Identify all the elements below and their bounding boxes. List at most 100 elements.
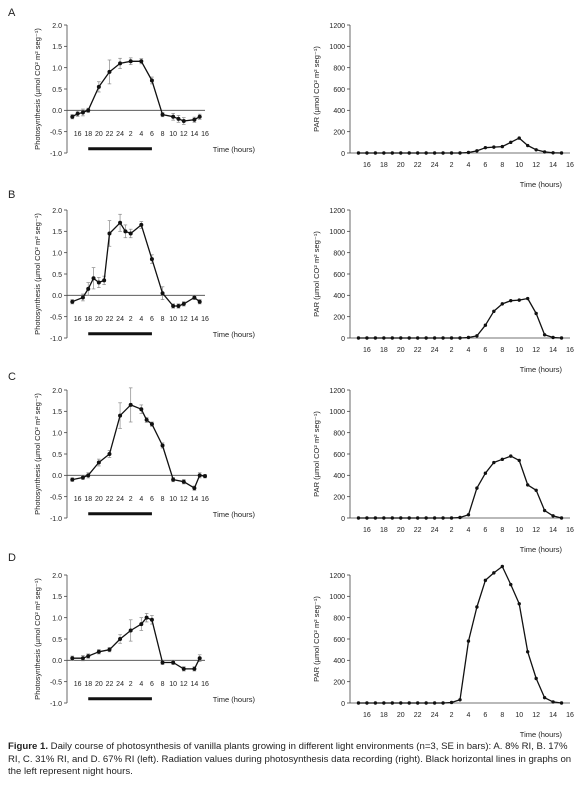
data-point-A-left bbox=[118, 61, 123, 66]
data-point-B-left bbox=[192, 295, 197, 300]
data-point-D-left bbox=[86, 654, 91, 659]
data-point-B-right bbox=[356, 336, 361, 340]
x-tick-label-D-right: 4 bbox=[467, 712, 471, 719]
data-point-B-right bbox=[424, 336, 428, 340]
x-tick-label-A-right: 20 bbox=[397, 162, 405, 169]
x-tick-label-A-right: 6 bbox=[483, 162, 487, 169]
data-point-D-left bbox=[197, 656, 202, 661]
data-point-B-left bbox=[102, 278, 107, 283]
x-tick-label-A-left: 16 bbox=[74, 131, 82, 138]
y-tick-label-B-left: 1.0 bbox=[52, 250, 62, 257]
data-point-C-right bbox=[424, 516, 428, 520]
data-point-B-left bbox=[70, 299, 75, 304]
data-point-C-left bbox=[86, 473, 91, 478]
data-point-D-right bbox=[475, 605, 479, 609]
x-tick-label-D-right: 6 bbox=[483, 712, 487, 719]
data-point-A-right bbox=[424, 151, 428, 155]
data-point-C-right bbox=[432, 516, 437, 520]
x-tick-label-A-left: 20 bbox=[95, 131, 103, 138]
data-point-B-right bbox=[415, 336, 420, 340]
data-point-D-right bbox=[458, 698, 462, 702]
data-point-D-right bbox=[534, 676, 538, 681]
y-axis-title-D-right: PAR (µmol CO² m² seg⁻¹) bbox=[312, 596, 321, 682]
x-tick-label-D-right: 20 bbox=[397, 712, 405, 719]
data-point-C-right bbox=[365, 516, 369, 520]
data-point-B-left bbox=[176, 304, 181, 308]
data-point-B-right bbox=[466, 335, 471, 340]
y-tick-label-C-right: 800 bbox=[333, 430, 345, 437]
y-tick-label-A-left: 2.0 bbox=[52, 23, 62, 30]
data-point-C-left bbox=[70, 477, 75, 482]
x-tick-label-B-right: 18 bbox=[380, 347, 388, 354]
y-tick-label-B-right: 800 bbox=[333, 250, 345, 257]
data-point-C-right bbox=[559, 516, 564, 520]
x-tick-label-C-left: 4 bbox=[139, 496, 143, 503]
data-point-C-right bbox=[466, 513, 471, 517]
y-tick-label-B-right: 0 bbox=[341, 336, 345, 343]
data-point-C-left bbox=[160, 443, 165, 448]
y-tick-label-D-right: 800 bbox=[333, 615, 345, 622]
data-point-C-left bbox=[80, 475, 85, 480]
data-point-B-right bbox=[542, 333, 547, 337]
data-point-B-left bbox=[91, 276, 96, 281]
x-tick-label-B-right: 16 bbox=[566, 347, 574, 354]
y-tick-label-C-right: 1000 bbox=[329, 409, 345, 416]
data-point-B-right bbox=[382, 336, 386, 340]
x-tick-label-B-right: 16 bbox=[363, 347, 371, 354]
y-axis-title-C-left: Photosynthesis (µmol CO² m² seg⁻¹) bbox=[33, 393, 42, 515]
figure-canvas: A2.01.51.00.50.0-0.5-1.016 18 20 22 24 2 4 6 8 10… bbox=[8, 7, 574, 739]
x-tick-label-D-right: 10 bbox=[515, 712, 523, 719]
y-tick-label-D-right: 400 bbox=[333, 658, 345, 665]
data-point-C-right bbox=[441, 516, 445, 520]
x-tick-label-D-right: 24 bbox=[431, 712, 439, 719]
x-tick-label-C-left: 6 bbox=[150, 496, 154, 503]
data-point-A-left bbox=[160, 112, 165, 117]
y-tick-label-D-left: -1.0 bbox=[50, 701, 62, 708]
data-point-D-left bbox=[118, 637, 123, 641]
panel-letter-D: D bbox=[8, 552, 16, 564]
y-tick-label-B-left: -1.0 bbox=[50, 336, 62, 343]
x-tick-label-D-right: 12 bbox=[532, 712, 540, 719]
data-point-C-left bbox=[107, 452, 112, 456]
data-point-D-right bbox=[432, 701, 437, 705]
data-point-A-right bbox=[517, 136, 521, 140]
data-point-A-right bbox=[373, 151, 378, 155]
y-tick-label-D-right: 600 bbox=[333, 637, 345, 644]
series-line-C-left bbox=[72, 404, 206, 489]
data-point-C-right bbox=[458, 515, 462, 520]
data-point-B-right bbox=[441, 336, 445, 340]
series-line-A-left bbox=[71, 60, 201, 122]
y-axis-title-B-right: PAR (µmol CO² m² seg⁻¹) bbox=[312, 231, 321, 317]
x-axis-title-B-right: Time (hours) bbox=[520, 365, 563, 374]
data-point-D-right bbox=[500, 564, 505, 569]
x-tick-label-A-right: 24 bbox=[431, 162, 439, 169]
x-tick-label-C-left: 20 bbox=[95, 496, 103, 503]
x-axis-title-D-right: Time (hours) bbox=[520, 730, 563, 739]
x-tick-label-D-right: 2 bbox=[450, 712, 454, 719]
y-tick-label-B-right: 1000 bbox=[329, 229, 345, 236]
y-tick-label-A-right: 600 bbox=[333, 87, 345, 94]
data-point-C-left bbox=[181, 479, 186, 484]
x-tick-label-C-right: 14 bbox=[549, 527, 557, 534]
x-tick-label-D-left: 24 bbox=[116, 681, 124, 688]
y-axis-title-A-right: PAR (µmol CO² m² seg⁻¹) bbox=[312, 46, 321, 132]
y-axis-title-A-left: Photosynthesis (µmol CO² m² seg⁻¹) bbox=[33, 28, 42, 150]
x-tick-label-D-left: 14 bbox=[190, 681, 198, 688]
y-tick-label-D-right: 0 bbox=[341, 701, 345, 708]
data-point-B-right bbox=[407, 336, 411, 340]
figure-caption: Figure 1. Daily course of photosynthesis… bbox=[8, 741, 574, 779]
data-point-D-left bbox=[149, 617, 154, 622]
data-point-A-right bbox=[475, 149, 479, 153]
series-line-D-left bbox=[72, 617, 201, 670]
x-tick-label-B-right: 2 bbox=[450, 347, 454, 354]
y-tick-label-D-left: 1.5 bbox=[52, 594, 62, 601]
data-point-A-left bbox=[197, 114, 202, 119]
x-tick-label-C-right: 16 bbox=[566, 527, 574, 534]
data-point-B-right bbox=[517, 298, 521, 302]
data-point-C-right bbox=[551, 514, 555, 518]
data-point-C-right bbox=[483, 471, 488, 475]
data-point-B-left bbox=[86, 286, 91, 291]
data-point-C-right bbox=[509, 454, 513, 458]
y-tick-label-C-left: 0.0 bbox=[52, 473, 62, 480]
data-point-D-left bbox=[181, 666, 186, 671]
